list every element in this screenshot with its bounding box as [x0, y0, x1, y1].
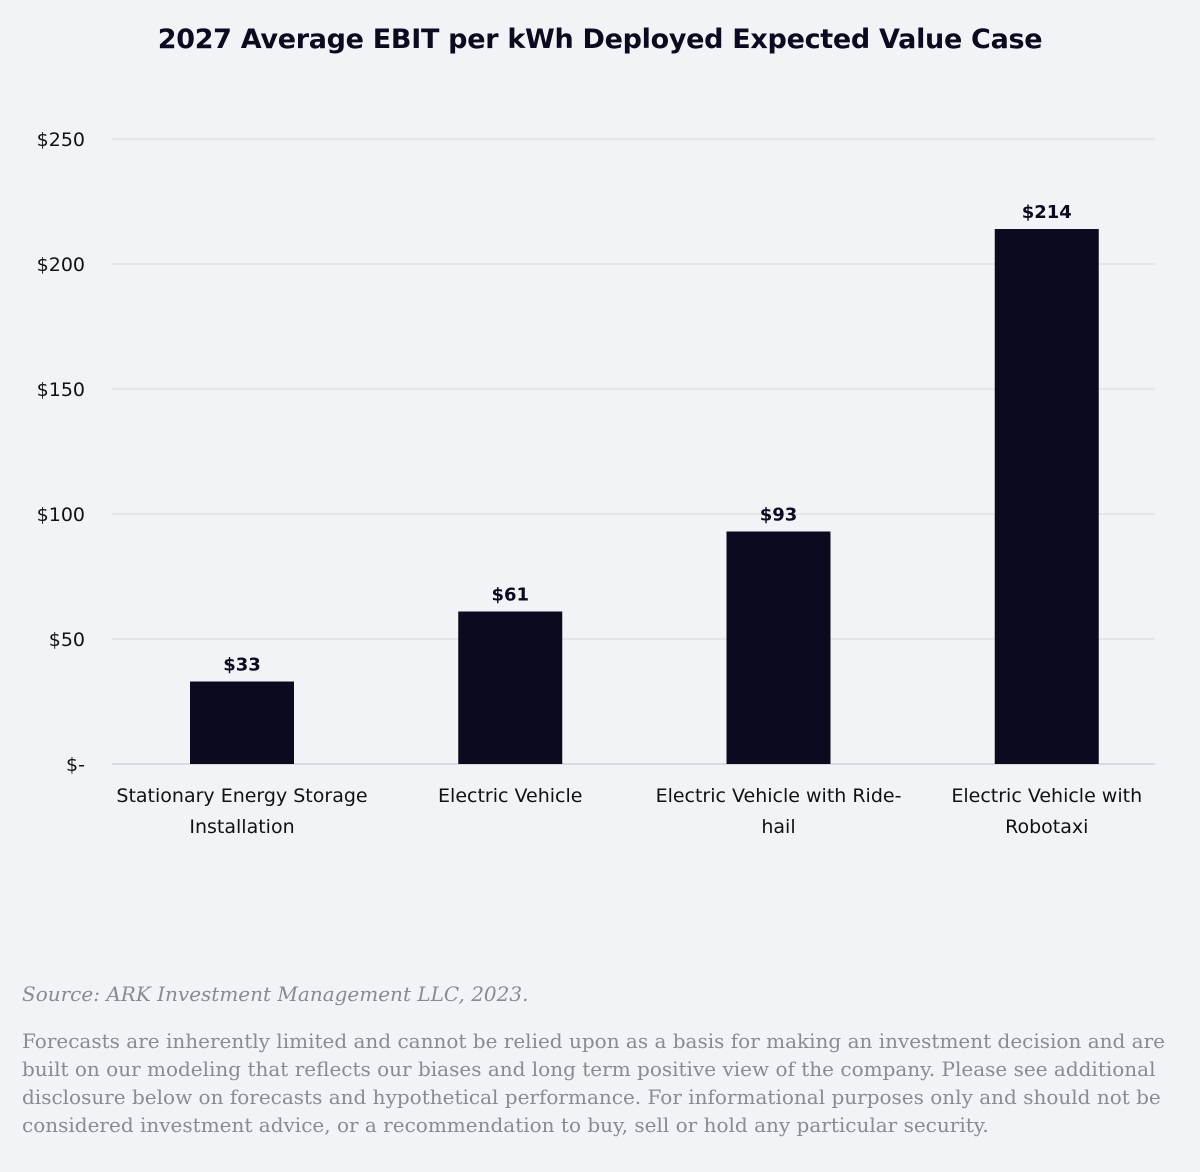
y-tick-label: $-	[66, 754, 85, 776]
bar	[726, 531, 831, 764]
data-label: $93	[760, 505, 798, 526]
bar-chart: $- $50 $100 $150 $200 $250 $33 $61 $93 $214	[37, 129, 1155, 776]
y-tick-label: $150	[37, 379, 85, 401]
y-tick-label: $100	[37, 504, 85, 526]
x-tick-label-line: Electric Vehicle with	[951, 785, 1143, 807]
x-tick-label: Stationary Energy Storage Installation	[97, 781, 387, 843]
x-tick-label-line: Electric Vehicle	[438, 785, 583, 807]
bars	[190, 229, 1099, 764]
y-tick-label: $250	[37, 129, 85, 151]
bar	[458, 611, 563, 764]
data-label: $61	[491, 585, 529, 606]
x-tick-label: Electric Vehicle with Robotaxi	[902, 781, 1192, 843]
data-labels: $33 $61 $93 $214	[223, 202, 1072, 676]
y-tick-label: $50	[49, 629, 85, 651]
x-tick-label-line: Installation	[189, 816, 295, 838]
x-tick-label-line: Robotaxi	[1005, 816, 1089, 838]
disclaimer-text: Forecasts are inherently limited and can…	[22, 1029, 1165, 1137]
data-label: $214	[1022, 202, 1072, 223]
x-tick-label: Electric Vehicle with Ride-hail	[634, 781, 924, 843]
source-note: Source: ARK Investment Management LLC, 2…	[22, 982, 529, 1006]
y-tick-label: $200	[37, 254, 85, 276]
x-tick-label: Electric Vehicle	[365, 781, 655, 812]
data-label: $33	[223, 655, 261, 676]
y-axis-tick-labels: $- $50 $100 $150 $200 $250	[37, 129, 85, 776]
bar	[994, 229, 1099, 764]
x-tick-label-line: Electric Vehicle with Ride-	[655, 785, 902, 807]
x-tick-label-line: Stationary Energy Storage	[116, 785, 368, 807]
x-tick-label-line: hail	[761, 816, 796, 838]
bar	[190, 681, 294, 764]
chart-title: 2027 Average EBIT per kWh Deployed Expec…	[157, 24, 1043, 55]
